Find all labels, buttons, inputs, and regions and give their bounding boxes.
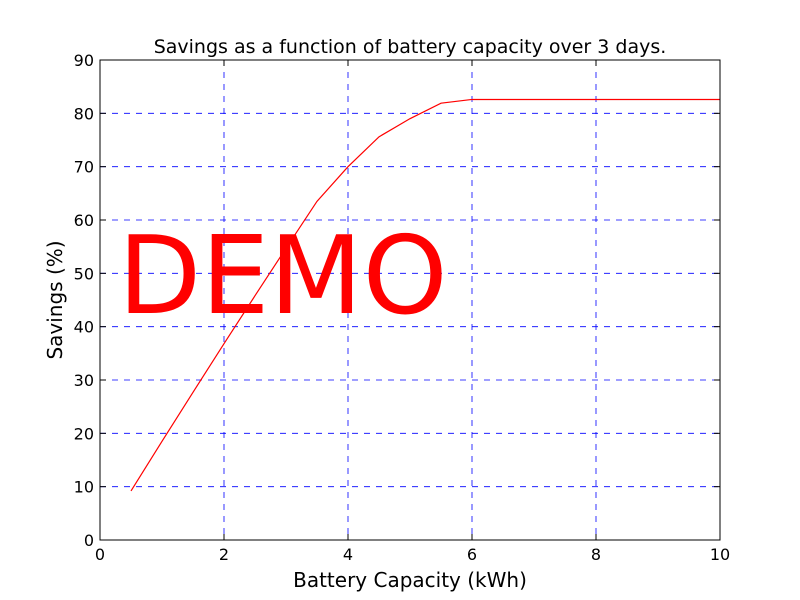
y-tick-label: 10: [74, 478, 94, 497]
y-tick-label: 60: [74, 211, 94, 230]
y-tick-label: 90: [74, 51, 94, 70]
chart-title: Savings as a function of battery capacit…: [154, 36, 667, 58]
x-tick-label: 2: [219, 545, 229, 564]
x-tick-labels: 0 2 4 6 8 10: [95, 545, 730, 564]
savings-line: [130, 98, 720, 492]
x-tick-label: 4: [343, 545, 353, 564]
demo-annotation: DEMO: [118, 214, 448, 339]
x-tick-label: 8: [591, 545, 601, 564]
y-tick-label: 0: [84, 531, 94, 550]
x-tick-label: 10: [710, 545, 730, 564]
y-axis-label: Savings (%): [43, 240, 67, 359]
y-tick-label: 30: [74, 371, 94, 390]
y-tick-label: 70: [74, 158, 94, 177]
x-tick-label: 0: [95, 545, 105, 564]
y-tick-labels: 0 10 20 30 40 50 60 70 80 90: [74, 51, 94, 550]
y-tick-label: 20: [74, 424, 94, 443]
x-axis-label: Battery Capacity (kWh): [293, 568, 527, 592]
y-tick-label: 50: [74, 264, 94, 283]
axis-ticks: [99, 59, 721, 541]
plot-area-frame: [99, 59, 721, 541]
x-tick-label: 6: [467, 545, 477, 564]
y-tick-label: 40: [74, 318, 94, 337]
y-tick-label: 80: [74, 104, 94, 123]
series-layer: [130, 98, 720, 492]
